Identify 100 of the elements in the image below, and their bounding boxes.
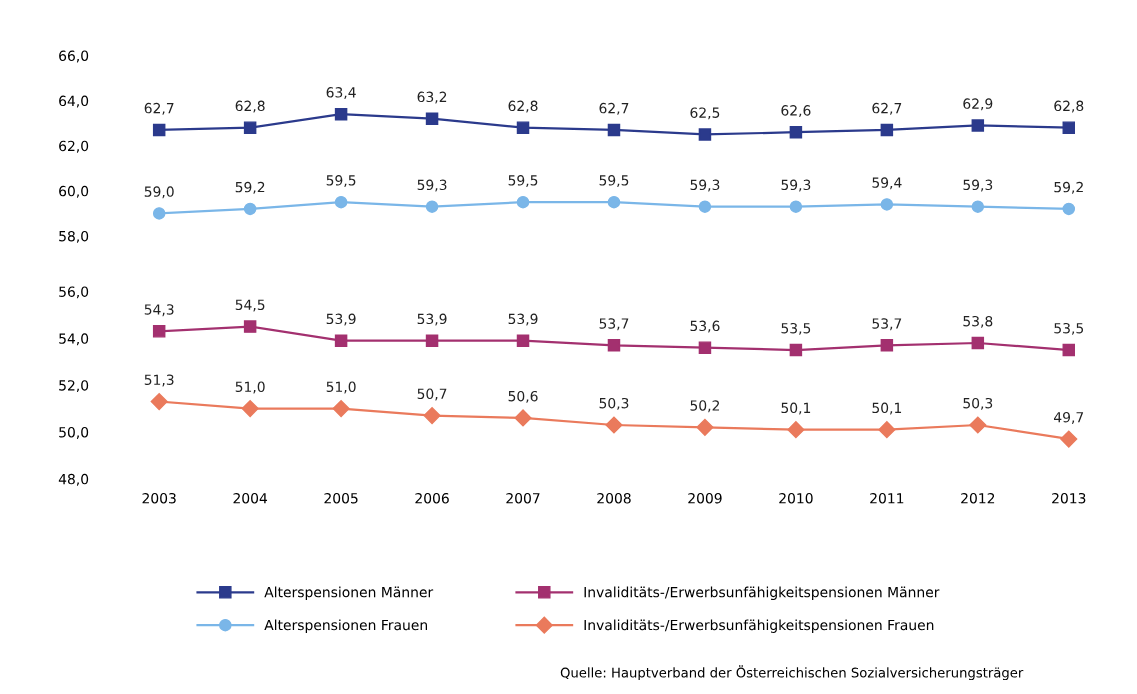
point bbox=[332, 400, 350, 418]
point bbox=[880, 339, 894, 352]
y-tick-label: 62,0 bbox=[59, 140, 89, 153]
data-label: 50,2 bbox=[690, 400, 720, 413]
data-label: 53,9 bbox=[417, 313, 447, 326]
point bbox=[425, 112, 439, 125]
data-label: 62,5 bbox=[690, 107, 720, 120]
point bbox=[1062, 202, 1076, 216]
point bbox=[607, 339, 621, 352]
point bbox=[698, 200, 712, 213]
point bbox=[152, 325, 166, 338]
point bbox=[423, 407, 441, 425]
data-label: 62,8 bbox=[1054, 100, 1084, 113]
data-label: 53,8 bbox=[963, 315, 993, 328]
x-tick-label: 2005 bbox=[324, 492, 358, 504]
data-label: 50,7 bbox=[417, 388, 447, 401]
data-label: 50,1 bbox=[872, 402, 902, 415]
point bbox=[880, 198, 894, 211]
data-label: 53,7 bbox=[599, 318, 629, 331]
data-label: 62,7 bbox=[144, 102, 174, 115]
point bbox=[514, 409, 532, 427]
x-tick-label: 2003 bbox=[142, 492, 176, 504]
y-tick-label: 66,0 bbox=[59, 50, 89, 63]
point bbox=[241, 400, 259, 418]
point bbox=[1062, 121, 1076, 134]
point bbox=[425, 334, 439, 347]
point bbox=[243, 121, 257, 134]
y-tick-label: 50,0 bbox=[59, 426, 89, 439]
data-label: 54,3 bbox=[144, 304, 174, 317]
data-label: 59,0 bbox=[144, 186, 174, 199]
data-label: 53,9 bbox=[326, 313, 356, 326]
data-label: 59,5 bbox=[508, 175, 538, 187]
legend-label: Alterspensionen Männer bbox=[264, 586, 434, 601]
data-label: 62,9 bbox=[963, 98, 993, 111]
point bbox=[516, 195, 530, 209]
y-tick-label: 48,0 bbox=[58, 473, 89, 486]
data-label: 59,2 bbox=[1054, 181, 1083, 194]
point bbox=[969, 416, 987, 434]
y-tick-label: 64,0 bbox=[59, 95, 89, 108]
point bbox=[1062, 343, 1076, 357]
point bbox=[605, 416, 623, 434]
x-tick-label: 2010 bbox=[779, 492, 813, 504]
data-label: 59,5 bbox=[326, 175, 356, 187]
point bbox=[334, 334, 348, 347]
point bbox=[787, 421, 805, 439]
legend-label: Invaliditäts-/Erwerbsunfähigkeitspensionen Männer bbox=[584, 586, 940, 601]
point bbox=[425, 200, 439, 213]
data-label: 59,3 bbox=[690, 179, 720, 192]
legend-label: Alterspensionen Frauen bbox=[264, 619, 427, 633]
data-label: 51,3 bbox=[144, 374, 174, 387]
data-label: 63,2 bbox=[417, 91, 447, 104]
y-tick-label: 54,0 bbox=[59, 333, 89, 346]
data-label: 51,0 bbox=[235, 381, 265, 394]
point bbox=[971, 200, 985, 213]
x-tick-label: 2004 bbox=[233, 492, 268, 504]
data-label: 59,3 bbox=[417, 179, 447, 192]
data-label: 50,3 bbox=[599, 397, 629, 410]
data-label: 53,5 bbox=[1054, 322, 1084, 335]
data-label: 51,0 bbox=[326, 381, 356, 394]
point bbox=[243, 320, 257, 333]
data-label: 59,4 bbox=[872, 177, 902, 190]
point bbox=[607, 123, 621, 137]
data-label: 53,7 bbox=[872, 318, 902, 331]
point bbox=[1060, 430, 1078, 448]
data-label: 63,4 bbox=[326, 87, 356, 99]
point bbox=[971, 119, 985, 132]
data-label: 62,8 bbox=[235, 100, 265, 113]
point bbox=[516, 334, 530, 347]
x-tick-label: 2008 bbox=[597, 492, 631, 504]
data-label: 50,6 bbox=[508, 390, 538, 403]
legend-label: Invaliditäts-/Erwerbsunfähigkeitspensionen Frauen bbox=[584, 619, 934, 633]
data-label: 59,3 bbox=[963, 179, 993, 192]
point bbox=[516, 121, 530, 134]
point bbox=[334, 195, 348, 209]
y-tick-label: 58,0 bbox=[59, 230, 89, 243]
point bbox=[150, 393, 168, 411]
data-label: 50,1 bbox=[781, 402, 811, 415]
data-label: 62,6 bbox=[781, 105, 811, 118]
point bbox=[607, 195, 621, 209]
x-tick-label: 2006 bbox=[415, 492, 449, 504]
data-label: 49,7 bbox=[1054, 411, 1084, 424]
data-label: 50,3 bbox=[963, 397, 993, 410]
data-label: 59,3 bbox=[781, 179, 811, 192]
x-tick-label: 2007 bbox=[506, 492, 540, 504]
point bbox=[152, 123, 166, 137]
data-label: 62,7 bbox=[872, 102, 902, 115]
data-label: 53,6 bbox=[690, 320, 720, 333]
data-label: 59,5 bbox=[599, 175, 629, 187]
source-note: Quelle: Hauptverband der Österreichischen Sozialversicherungsträger bbox=[560, 665, 1024, 681]
point bbox=[880, 123, 894, 137]
y-tick-label: 60,0 bbox=[59, 185, 89, 198]
data-label: 53,5 bbox=[781, 322, 811, 335]
point bbox=[878, 421, 896, 439]
point bbox=[698, 128, 712, 141]
x-tick-label: 2011 bbox=[870, 492, 904, 504]
data-label: 54,5 bbox=[235, 299, 265, 312]
y-tick-label: 56,0 bbox=[59, 286, 89, 299]
x-tick-label: 2009 bbox=[688, 492, 722, 504]
point bbox=[789, 200, 803, 213]
data-label: 59,2 bbox=[235, 181, 265, 194]
